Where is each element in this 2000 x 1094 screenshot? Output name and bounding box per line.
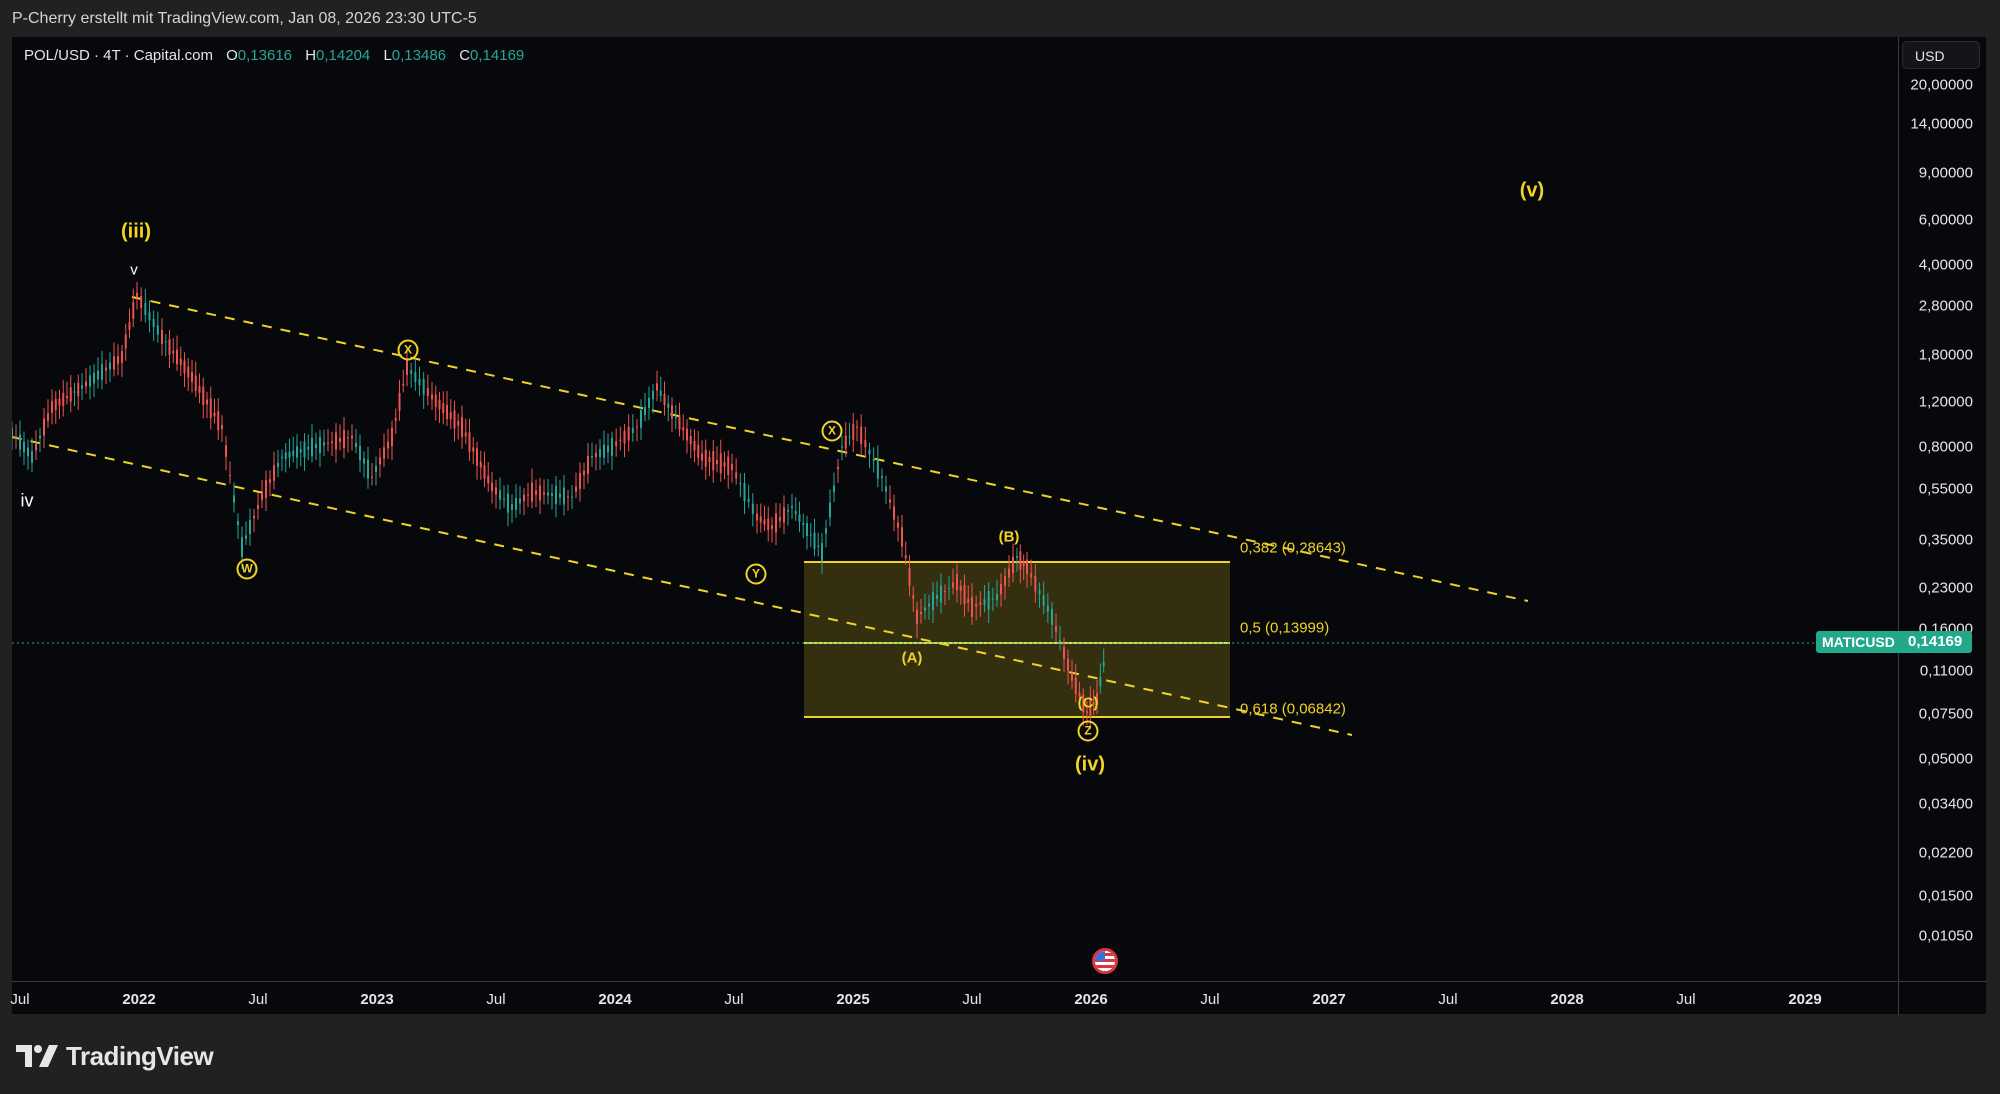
time-tick: 2026 <box>1074 991 1108 1008</box>
price-tick: 6,00000 <box>1918 211 1973 229</box>
last-price-symbol-tag: MATICUSD <box>1816 631 1901 653</box>
top-bar: P-Cherry erstellt mit TradingView.com, J… <box>0 0 2000 36</box>
price-tick: 0,05000 <box>1918 750 1973 768</box>
price-tick: 14,00000 <box>1910 115 1973 133</box>
price-tick: 0,01500 <box>1918 887 1973 905</box>
wave-v-small-label: v <box>130 261 138 279</box>
price-tick: 1,80000 <box>1918 346 1973 364</box>
open-label: O <box>226 47 238 64</box>
chart-pane[interactable]: POL/USD · 4T · Capital.com O0,13616 H0,1… <box>12 37 1897 981</box>
price-tick: 0,23000 <box>1918 579 1973 597</box>
price-tick: 0,01050 <box>1918 927 1973 945</box>
time-tick: Jul <box>962 991 982 1008</box>
time-tick: 2024 <box>598 991 632 1008</box>
time-tick: 2029 <box>1788 991 1822 1008</box>
high-value: 0,14204 <box>316 47 371 64</box>
chart-frame[interactable]: POL/USD · 4T · Capital.com O0,13616 H0,1… <box>10 37 1987 1015</box>
symbol-legend[interactable]: POL/USD · 4T · Capital.com O0,13616 H0,1… <box>24 47 524 64</box>
fib-level-05: 0,5 (0,13999) <box>1240 619 1330 637</box>
price-chart-canvas <box>12 281 1897 736</box>
time-tick: Jul <box>10 991 30 1008</box>
wave-b-label: (B) <box>998 528 1020 546</box>
close-value: 0,14169 <box>470 47 525 64</box>
price-tick: 0,11000 <box>1919 662 1973 680</box>
time-tick: 2027 <box>1312 991 1346 1008</box>
low-value: 0,13486 <box>391 47 447 64</box>
wave-x2-circle: X <box>821 420 843 442</box>
time-tick: 2028 <box>1550 991 1584 1008</box>
time-tick: Jul <box>1438 991 1458 1008</box>
price-tick: 0,80000 <box>1918 438 1973 456</box>
author-credit: P-Cherry erstellt mit TradingView.com, J… <box>12 10 477 27</box>
tradingview-logo-icon <box>16 1045 58 1067</box>
open-value: 0,13616 <box>237 47 293 64</box>
price-tick: 0,02200 <box>1918 844 1973 862</box>
tradingview-logo: TradingView <box>16 1040 214 1072</box>
wave-y-circle: Y <box>745 563 767 585</box>
last-price-label: 0,14169 <box>1900 631 1973 653</box>
time-tick: Jul <box>724 991 744 1008</box>
time-tick: Jul <box>1676 991 1696 1008</box>
tradingview-wordmark: TradingView <box>66 1040 214 1071</box>
close-label: C <box>459 47 471 64</box>
price-tick: 0,55000 <box>1918 480 1973 498</box>
price-tick: 2,80000 <box>1918 297 1973 315</box>
price-tick: 4,00000 <box>1918 256 1973 274</box>
price-tick: 0,35000 <box>1918 531 1973 549</box>
fib-level-0382: 0,382 (0,28643) <box>1240 539 1346 557</box>
time-tick: 2025 <box>836 991 870 1008</box>
fib-level-0618: 0,618 (0,06842) <box>1240 700 1346 718</box>
wave-iv-label: (iv) <box>1075 753 1105 776</box>
price-tick: 20,00000 <box>1910 76 1973 94</box>
us-economic-event-icon[interactable] <box>1092 948 1118 974</box>
wave-iv-small-label: iv <box>20 490 34 511</box>
wave-z-circle: Z <box>1077 720 1099 742</box>
time-tick: Jul <box>486 991 506 1008</box>
time-tick: Jul <box>248 991 268 1008</box>
wave-iii-label: (iii) <box>121 220 151 243</box>
time-axis[interactable]: Jul 2022 Jul 2023 Jul 2024 Jul 2025 Jul … <box>10 981 1897 1015</box>
price-tick: 0,03400 <box>1918 795 1973 813</box>
price-axis[interactable]: 20,00000 14,00000 9,00000 6,00000 4,0000… <box>1898 37 1987 981</box>
wave-v-target-label: (v) <box>1519 179 1545 202</box>
axis-corner <box>1898 981 1987 1015</box>
price-tick: 9,00000 <box>1918 164 1973 182</box>
time-tick: 2022 <box>122 991 156 1008</box>
high-label: H <box>305 47 317 64</box>
low-label: L <box>383 47 392 64</box>
time-tick: Jul <box>1200 991 1220 1008</box>
price-tick: 1,20000 <box>1918 393 1973 411</box>
symbol-info: POL/USD · 4T · Capital.com <box>24 47 213 64</box>
time-tick: 2023 <box>360 991 394 1008</box>
wave-w-circle: W <box>236 558 258 580</box>
wave-a-label: (A) <box>901 649 923 667</box>
price-tick: 0,07500 <box>1918 705 1973 723</box>
wave-c-label: (C) <box>1077 694 1099 712</box>
wave-x1-circle: X <box>397 339 419 361</box>
currency-selector-button[interactable]: USD <box>1902 41 1980 69</box>
